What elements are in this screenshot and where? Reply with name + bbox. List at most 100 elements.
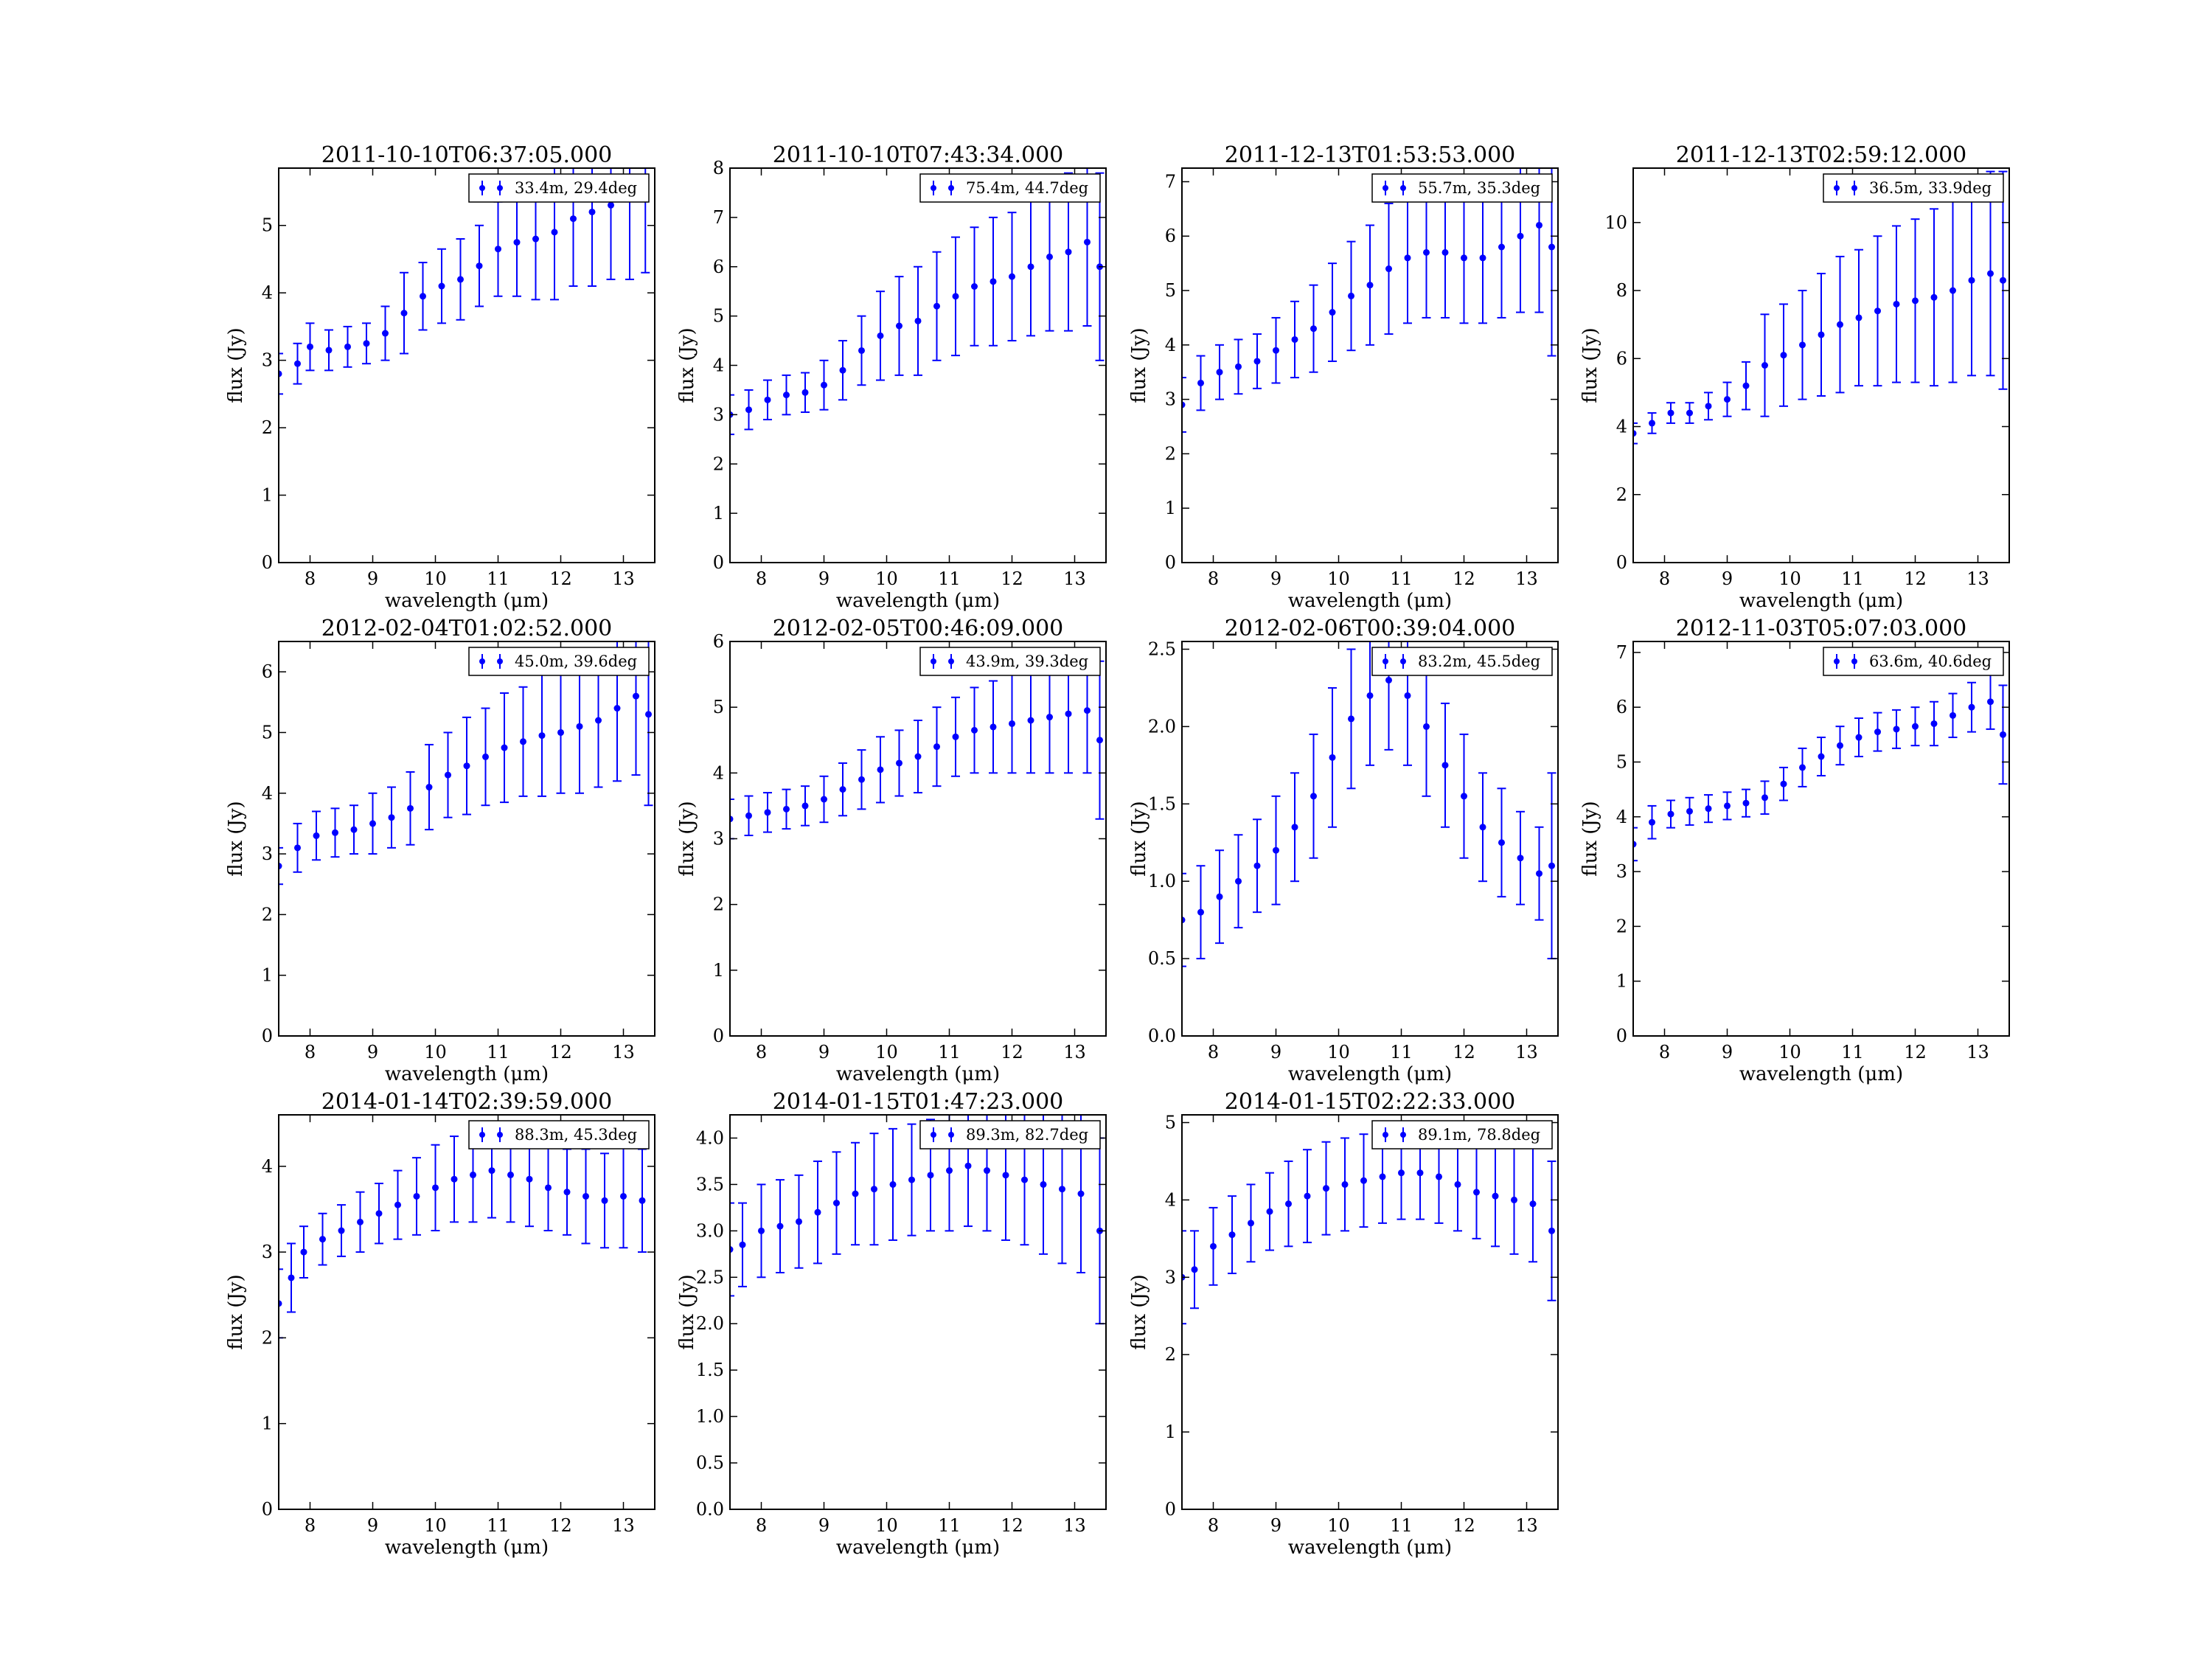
data-point — [288, 1274, 295, 1281]
data-point — [914, 753, 922, 760]
x-axis-label: wavelength (μm) — [1739, 590, 1903, 612]
data-point — [1310, 325, 1317, 333]
data-point — [1040, 1180, 1047, 1188]
y-tick-label: 4 — [1616, 807, 1627, 827]
data-point — [1930, 720, 1938, 727]
chart-title: 2012-02-04T01:02:52.000 — [321, 616, 613, 641]
x-tick-label: 9 — [367, 1042, 378, 1062]
chart-panel: 8 9 10 11 12 13012345672011-12-13T01:53:53.00… — [1128, 142, 1559, 612]
x-tick-label: 10 — [875, 568, 898, 589]
data-point — [1404, 692, 1411, 699]
legend-label: 75.4m, 44.7deg — [966, 179, 1088, 197]
x-tick-label: 8 — [1208, 1042, 1219, 1062]
data-point — [501, 744, 508, 751]
y-tick-label: 2 — [713, 453, 724, 474]
data-point — [1441, 762, 1449, 769]
data-point — [1021, 1176, 1028, 1183]
data-point — [313, 832, 320, 839]
data-point — [796, 1218, 802, 1225]
data-point — [764, 809, 771, 816]
data-point — [1950, 287, 1956, 294]
data-point — [1182, 401, 1186, 408]
data-point — [1341, 1180, 1349, 1188]
y-tick-label: 0 — [1616, 1026, 1627, 1046]
x-tick-label: 9 — [367, 1515, 378, 1536]
data-point — [1291, 824, 1298, 831]
y-tick-label: 6 — [1616, 697, 1627, 717]
y-tick-label: 0.0 — [696, 1499, 724, 1520]
chart-panel: 8 9 10 11 12 13012342014-01-14T02:39:59.000wa… — [225, 1089, 655, 1559]
data-point — [1065, 710, 1072, 717]
data-point — [1517, 855, 1524, 862]
data-series — [1633, 673, 2008, 862]
data-point — [821, 796, 827, 803]
legend-marker-point — [1400, 658, 1406, 664]
x-tick-label: 12 — [1001, 1515, 1023, 1536]
data-point — [1855, 734, 1863, 741]
y-axis-label: flux (Jy) — [676, 1274, 698, 1349]
data-point — [394, 1201, 401, 1208]
data-point — [1360, 1177, 1367, 1184]
x-tick-label: 9 — [1722, 1042, 1733, 1062]
x-tick-label: 9 — [367, 568, 378, 589]
y-tick-label: 3 — [1165, 1267, 1176, 1287]
data-point — [613, 705, 621, 712]
data-point — [1633, 430, 1637, 437]
y-tick-label: 3 — [713, 404, 724, 425]
legend-marker-point — [497, 658, 503, 664]
legend-label: 55.7m, 35.3deg — [1418, 179, 1540, 197]
data-point — [1780, 352, 1787, 359]
data-point — [595, 717, 602, 724]
x-tick-label: 10 — [424, 568, 447, 589]
data-point — [557, 728, 564, 736]
data-point — [1065, 248, 1072, 256]
data-point — [776, 1222, 784, 1230]
data-point — [889, 1180, 897, 1188]
data-point — [1329, 754, 1336, 761]
data-point — [1285, 1200, 1292, 1208]
data-point — [1950, 712, 1956, 719]
x-tick-label: 13 — [612, 1042, 635, 1062]
x-tick-label: 12 — [1453, 1515, 1475, 1536]
data-point — [279, 370, 282, 378]
data-series — [279, 641, 653, 886]
data-point — [758, 1227, 765, 1234]
legend-label: 45.0m, 39.6deg — [515, 653, 637, 670]
x-tick-label: 12 — [1001, 1042, 1023, 1062]
data-point — [338, 1227, 345, 1234]
y-tick-label: 3 — [262, 1242, 273, 1262]
data-point — [1191, 1266, 1198, 1273]
y-tick-label: 0 — [1616, 552, 1627, 573]
data-point — [1548, 243, 1555, 251]
y-tick-label: 3 — [262, 844, 273, 864]
data-point — [858, 776, 865, 783]
data-point — [2000, 276, 2006, 284]
y-tick-label: 2 — [262, 417, 273, 438]
data-point — [801, 389, 809, 396]
data-point — [990, 723, 997, 731]
y-tick-label: 2 — [262, 904, 273, 925]
data-point — [526, 1175, 533, 1183]
legend-marker-point — [1382, 185, 1388, 191]
data-point — [1893, 726, 1900, 733]
data-point — [413, 1192, 420, 1200]
y-axis-label: flux (Jy) — [225, 327, 247, 403]
legend-marker-point — [1851, 185, 1857, 191]
x-tick-label: 12 — [1904, 568, 1927, 589]
y-tick-label: 3 — [1616, 861, 1627, 882]
data-point — [601, 1197, 608, 1204]
data-point — [2000, 731, 2006, 738]
chart-title: 2011-10-10T07:43:34.000 — [773, 142, 1064, 168]
data-point — [332, 829, 338, 836]
data-point — [538, 732, 546, 740]
data-point — [1084, 238, 1091, 246]
plot-frame — [1181, 641, 1559, 1037]
data-point — [908, 1176, 915, 1183]
x-tick-label: 13 — [1515, 568, 1538, 589]
data-point — [1529, 1200, 1537, 1208]
chart-panel: 8 9 10 11 12 130123452014-01-15T02:22:33.000w… — [1128, 1089, 1559, 1559]
data-point — [1742, 382, 1750, 389]
x-axis-label: wavelength (μm) — [385, 590, 549, 612]
data-point — [388, 814, 395, 821]
